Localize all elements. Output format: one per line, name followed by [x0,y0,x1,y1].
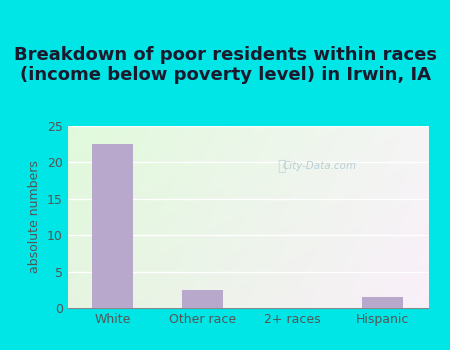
Bar [362,297,403,308]
Text: ⦾: ⦾ [278,159,286,173]
Bar [182,290,223,308]
Text: City-Data.com: City-Data.com [283,161,356,171]
Bar [92,144,133,308]
Text: Breakdown of poor residents within races
(income below poverty level) in Irwin, : Breakdown of poor residents within races… [14,46,436,84]
Y-axis label: absolute numbers: absolute numbers [28,161,41,273]
